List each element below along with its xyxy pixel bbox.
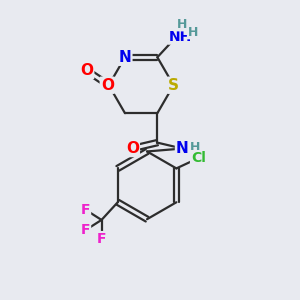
Text: H: H (188, 26, 198, 39)
Text: H: H (190, 141, 200, 154)
Text: F: F (81, 223, 90, 237)
Text: F: F (97, 232, 106, 246)
Text: N: N (176, 141, 189, 156)
Text: F: F (81, 202, 90, 217)
Text: Cl: Cl (191, 151, 206, 165)
Text: S: S (168, 78, 179, 93)
Text: O: O (101, 78, 114, 93)
Text: O: O (80, 63, 93, 78)
Text: O: O (126, 141, 139, 156)
Text: NH: NH (168, 30, 192, 44)
Text: N: N (118, 50, 131, 65)
Text: H: H (177, 18, 187, 31)
